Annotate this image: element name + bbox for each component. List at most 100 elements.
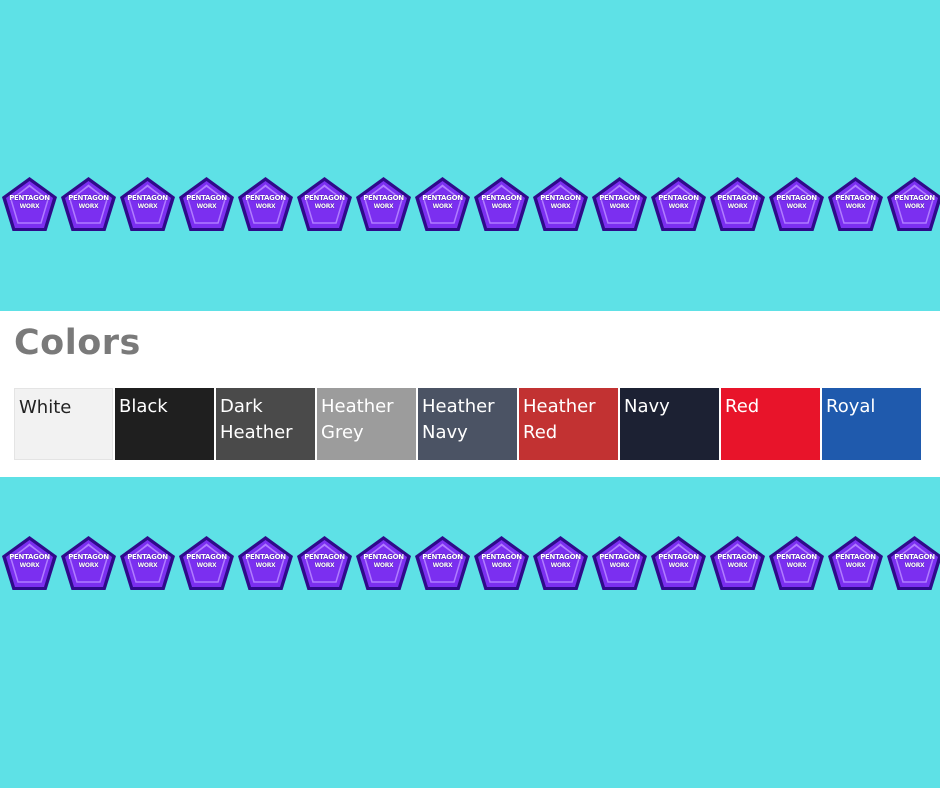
logo-text-line2: WORX <box>137 562 158 569</box>
color-swatch-label: Heather Red <box>523 396 596 443</box>
logo-text-line1: PENTAGON <box>9 194 50 202</box>
color-swatch-heather-navy: Heather Navy <box>418 388 517 460</box>
logo-text-line2: WORX <box>491 203 512 210</box>
pentagon-logo-icon: PENTAGON WORX <box>295 534 354 594</box>
logo-text-line2: WORX <box>19 203 40 210</box>
logo-text-line1: PENTAGON <box>186 553 227 561</box>
logo-text-line2: WORX <box>432 562 453 569</box>
logo-text-line1: PENTAGON <box>658 553 699 561</box>
colors-heading: Colors <box>14 323 141 363</box>
logo-text-line2: WORX <box>137 203 158 210</box>
pentagon-logo-icon: PENTAGON WORX <box>236 175 295 235</box>
logo-text-line2: WORX <box>550 562 571 569</box>
logo-row-bottom: PENTAGON WORX PENTAGON WORX PENTAGON WORX PENT… <box>0 534 940 594</box>
pentagon-logo-icon: PENTAGON WORX <box>472 175 531 235</box>
color-swatch-label: Heather Navy <box>422 396 495 443</box>
logo-text-line1: PENTAGON <box>599 194 640 202</box>
color-swatch-label: White <box>19 397 72 418</box>
pentagon-logo-icon: PENTAGON WORX <box>472 534 531 594</box>
logo-text-line2: WORX <box>196 203 217 210</box>
logo-text-line2: WORX <box>196 562 217 569</box>
color-swatch-navy: Navy <box>620 388 719 460</box>
logo-text-line2: WORX <box>78 203 99 210</box>
logo-text-line2: WORX <box>845 562 866 569</box>
logo-text-line1: PENTAGON <box>304 194 345 202</box>
color-swatch-white: White <box>14 388 113 460</box>
logo-text-line2: WORX <box>491 562 512 569</box>
color-swatch-label: Royal <box>826 396 876 417</box>
pentagon-logo-icon: PENTAGON WORX <box>236 534 295 594</box>
logo-text-line2: WORX <box>727 203 748 210</box>
logo-text-line2: WORX <box>255 203 276 210</box>
logo-text-line1: PENTAGON <box>540 194 581 202</box>
logo-text-line1: PENTAGON <box>717 553 758 561</box>
color-swatch-heather-red: Heather Red <box>519 388 618 460</box>
logo-text-line1: PENTAGON <box>776 194 817 202</box>
logo-text-line2: WORX <box>904 203 925 210</box>
pentagon-logo-icon: PENTAGON WORX <box>177 534 236 594</box>
pentagon-logo-icon: PENTAGON WORX <box>649 534 708 594</box>
logo-text-line1: PENTAGON <box>127 194 168 202</box>
logo-text-line2: WORX <box>904 562 925 569</box>
logo-text-line2: WORX <box>373 562 394 569</box>
pentagon-logo-icon: PENTAGON WORX <box>531 175 590 235</box>
color-swatch-royal: Royal <box>822 388 921 460</box>
pentagon-logo-icon: PENTAGON WORX <box>885 175 940 235</box>
color-swatch-label: Navy <box>624 396 670 417</box>
color-swatch-label: Red <box>725 396 760 417</box>
logo-text-line1: PENTAGON <box>68 553 109 561</box>
logo-text-line2: WORX <box>373 203 394 210</box>
logo-text-line1: PENTAGON <box>894 553 935 561</box>
colors-panel: Colors White Black Dark Heather Heather Gre… <box>0 311 940 477</box>
logo-text-line1: PENTAGON <box>776 553 817 561</box>
logo-text-line2: WORX <box>78 562 99 569</box>
color-swatch-label: Black <box>119 396 168 417</box>
pentagon-logo-icon: PENTAGON WORX <box>118 534 177 594</box>
logo-row-top: PENTAGON WORX PENTAGON WORX PENTAGON WORX PENT… <box>0 175 940 235</box>
logo-text-line2: WORX <box>786 562 807 569</box>
logo-text-line1: PENTAGON <box>363 553 404 561</box>
logo-text-line2: WORX <box>727 562 748 569</box>
logo-text-line1: PENTAGON <box>304 553 345 561</box>
logo-text-line1: PENTAGON <box>422 194 463 202</box>
pentagon-logo-icon: PENTAGON WORX <box>118 175 177 235</box>
logo-text-line2: WORX <box>550 203 571 210</box>
logo-text-line2: WORX <box>432 203 453 210</box>
pentagon-logo-icon: PENTAGON WORX <box>0 175 59 235</box>
logo-text-line1: PENTAGON <box>599 553 640 561</box>
logo-text-line2: WORX <box>609 562 630 569</box>
pentagon-logo-icon: PENTAGON WORX <box>59 175 118 235</box>
color-swatch-red: Red <box>721 388 820 460</box>
pentagon-logo-icon: PENTAGON WORX <box>708 534 767 594</box>
pentagon-logo-icon: PENTAGON WORX <box>826 534 885 594</box>
pentagon-logo-icon: PENTAGON WORX <box>413 175 472 235</box>
pentagon-logo-icon: PENTAGON WORX <box>767 534 826 594</box>
color-swatch-label: Dark Heather <box>220 396 293 443</box>
logo-text-line1: PENTAGON <box>835 194 876 202</box>
logo-text-line1: PENTAGON <box>422 553 463 561</box>
pentagon-logo-icon: PENTAGON WORX <box>177 175 236 235</box>
logo-text-line1: PENTAGON <box>9 553 50 561</box>
logo-text-line1: PENTAGON <box>658 194 699 202</box>
logo-text-line1: PENTAGON <box>186 194 227 202</box>
color-swatch-heather-grey: Heather Grey <box>317 388 416 460</box>
pentagon-logo-icon: PENTAGON WORX <box>295 175 354 235</box>
pentagon-logo-icon: PENTAGON WORX <box>354 175 413 235</box>
logo-text-line1: PENTAGON <box>540 553 581 561</box>
pentagon-logo-icon: PENTAGON WORX <box>590 534 649 594</box>
logo-text-line2: WORX <box>668 203 689 210</box>
logo-text-line1: PENTAGON <box>717 194 758 202</box>
pentagon-logo-icon: PENTAGON WORX <box>59 534 118 594</box>
logo-text-line1: PENTAGON <box>245 194 286 202</box>
logo-text-line2: WORX <box>314 203 335 210</box>
logo-text-line1: PENTAGON <box>894 194 935 202</box>
logo-text-line1: PENTAGON <box>127 553 168 561</box>
logo-text-line1: PENTAGON <box>481 553 522 561</box>
logo-text-line2: WORX <box>255 562 276 569</box>
logo-text-line2: WORX <box>314 562 335 569</box>
logo-text-line1: PENTAGON <box>245 553 286 561</box>
color-swatch-dark-heather: Dark Heather <box>216 388 315 460</box>
pentagon-logo-icon: PENTAGON WORX <box>708 175 767 235</box>
pentagon-logo-icon: PENTAGON WORX <box>590 175 649 235</box>
pentagon-logo-icon: PENTAGON WORX <box>0 534 59 594</box>
